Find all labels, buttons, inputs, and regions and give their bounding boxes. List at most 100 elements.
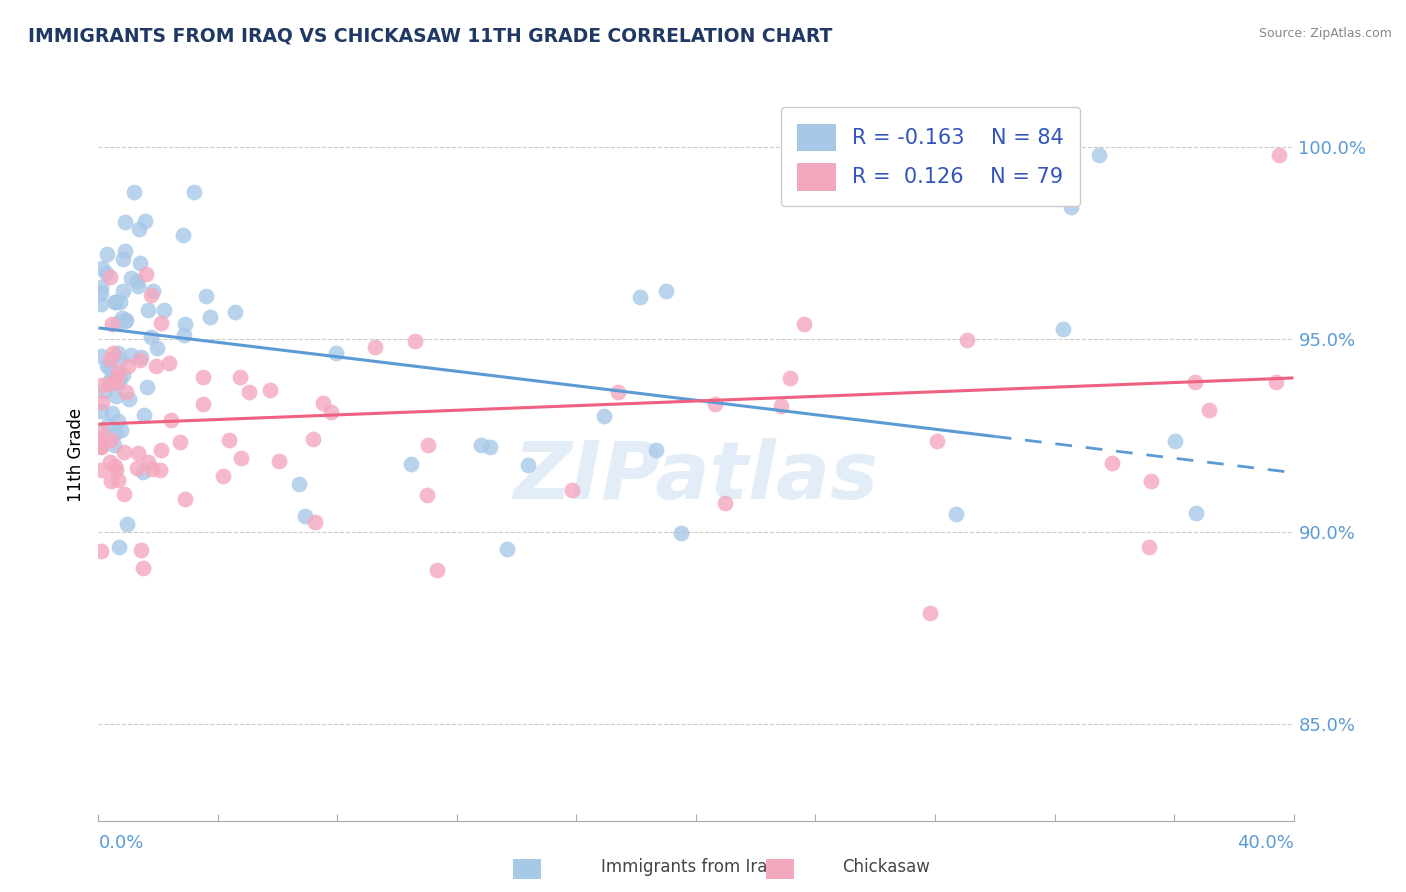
Point bbox=[311, 396, 333, 410]
Point bbox=[259, 383, 281, 397]
Point bbox=[1060, 201, 1083, 215]
Point bbox=[127, 461, 149, 475]
Point bbox=[100, 406, 122, 420]
Point bbox=[160, 413, 183, 427]
Point bbox=[704, 397, 727, 411]
Point bbox=[107, 365, 129, 379]
Point bbox=[516, 458, 538, 472]
Point bbox=[107, 414, 129, 428]
Point bbox=[90, 463, 112, 477]
Point bbox=[100, 375, 122, 389]
Point bbox=[228, 370, 250, 384]
Point bbox=[96, 359, 118, 374]
Point bbox=[1088, 147, 1111, 161]
Point bbox=[174, 491, 197, 506]
Point bbox=[288, 476, 311, 491]
Point bbox=[1267, 147, 1289, 161]
Point bbox=[294, 509, 316, 524]
Point bbox=[98, 351, 121, 366]
Point bbox=[104, 295, 127, 310]
Point bbox=[120, 348, 142, 362]
Point bbox=[399, 457, 422, 471]
Point bbox=[135, 267, 157, 281]
Point bbox=[90, 404, 112, 418]
Point bbox=[98, 454, 121, 468]
Point bbox=[145, 359, 167, 373]
Point bbox=[104, 389, 127, 403]
Point bbox=[479, 440, 502, 454]
Point bbox=[90, 440, 112, 454]
Point bbox=[90, 349, 112, 363]
Point bbox=[101, 372, 124, 386]
Point bbox=[90, 395, 112, 409]
Point bbox=[779, 371, 801, 385]
Point bbox=[1185, 506, 1208, 520]
Point bbox=[415, 488, 437, 502]
Point bbox=[90, 424, 112, 438]
Point bbox=[426, 563, 449, 577]
Point bbox=[1265, 376, 1288, 390]
Y-axis label: 11th Grade: 11th Grade bbox=[67, 408, 86, 502]
Point bbox=[101, 317, 124, 331]
Point bbox=[111, 368, 134, 383]
Point bbox=[94, 266, 117, 280]
Text: 0.0%: 0.0% bbox=[98, 834, 143, 852]
Legend: R = -0.163    N = 84, R =  0.126    N = 79: R = -0.163 N = 84, R = 0.126 N = 79 bbox=[780, 107, 1080, 206]
Point bbox=[136, 303, 159, 318]
Point bbox=[404, 334, 426, 348]
Point bbox=[98, 373, 121, 387]
Point bbox=[173, 317, 195, 331]
Point bbox=[1184, 375, 1206, 389]
Point bbox=[194, 289, 217, 303]
Point bbox=[129, 353, 152, 368]
Point bbox=[920, 606, 942, 620]
Point bbox=[112, 445, 135, 459]
Point bbox=[131, 542, 153, 557]
Point bbox=[134, 214, 156, 228]
Point bbox=[132, 561, 155, 575]
Text: Immigrants from Iraq: Immigrants from Iraq bbox=[600, 858, 778, 876]
Point bbox=[111, 311, 134, 326]
Point bbox=[120, 271, 142, 285]
Point bbox=[90, 261, 112, 276]
Point bbox=[496, 542, 519, 557]
Point bbox=[108, 352, 131, 367]
Text: ZIPatlas: ZIPatlas bbox=[513, 438, 879, 516]
Point bbox=[183, 185, 205, 199]
Point bbox=[1198, 402, 1220, 417]
Point bbox=[132, 408, 155, 422]
Point bbox=[105, 463, 128, 477]
Point bbox=[157, 356, 180, 370]
Point bbox=[108, 371, 131, 385]
Point bbox=[100, 434, 122, 448]
Point bbox=[103, 437, 125, 451]
Point bbox=[114, 385, 136, 400]
Point bbox=[90, 439, 112, 453]
Point bbox=[107, 316, 129, 330]
Point bbox=[655, 284, 678, 298]
Point bbox=[128, 256, 150, 270]
Point bbox=[593, 409, 616, 424]
Point bbox=[152, 303, 174, 318]
Point bbox=[90, 438, 112, 452]
Point bbox=[1052, 322, 1074, 336]
Point bbox=[128, 222, 150, 236]
Point bbox=[669, 525, 692, 540]
Point bbox=[103, 345, 125, 359]
Point bbox=[132, 466, 155, 480]
Point bbox=[149, 463, 172, 477]
Point bbox=[212, 468, 235, 483]
Point bbox=[1101, 456, 1123, 470]
Point bbox=[90, 431, 112, 445]
Point bbox=[1137, 540, 1160, 554]
Point bbox=[218, 433, 240, 447]
Point bbox=[139, 288, 162, 302]
Text: Chickasaw: Chickasaw bbox=[842, 858, 929, 876]
Point bbox=[97, 377, 120, 392]
Point bbox=[1140, 474, 1163, 488]
Point bbox=[90, 280, 112, 294]
Point bbox=[104, 375, 127, 389]
Point bbox=[172, 227, 194, 242]
Point bbox=[90, 544, 112, 558]
Point bbox=[110, 294, 132, 309]
